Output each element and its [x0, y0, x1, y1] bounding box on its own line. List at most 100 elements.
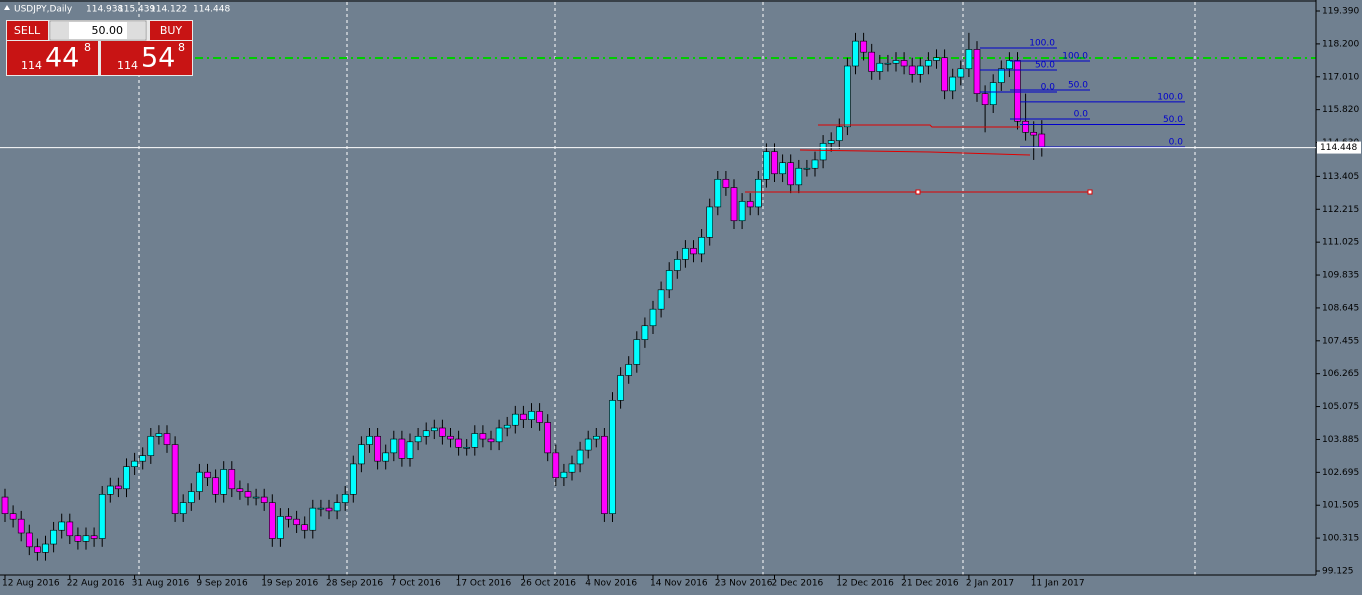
candle-body — [463, 447, 471, 449]
candle-body — [487, 438, 495, 443]
candle-body — [139, 455, 146, 462]
candle-body — [17, 518, 25, 534]
candle-body — [277, 516, 284, 539]
candle-body — [601, 435, 608, 514]
candle-body — [933, 57, 940, 61]
candle-body — [908, 65, 916, 75]
candle-body — [665, 270, 673, 291]
x-tick-label: 9 Sep 2016 — [196, 579, 248, 589]
y-tick-label: 108.645 — [1322, 303, 1359, 313]
candle-body — [358, 444, 365, 465]
candle-body — [131, 460, 138, 467]
x-tick-label: 22 Aug 2016 — [67, 579, 125, 589]
candle-body — [349, 463, 357, 495]
bid-big[interactable]: 114 — [21, 59, 42, 72]
candle-body — [754, 178, 762, 208]
fib-label: 0.0 — [1074, 110, 1089, 120]
trend-lines — [745, 124, 1093, 195]
candle-body — [520, 413, 527, 421]
candle-body — [584, 438, 592, 451]
candle-body — [252, 496, 260, 499]
candle-body — [941, 57, 948, 92]
sell-label[interactable]: SELL — [14, 24, 41, 37]
y-tick-label: 111.025 — [1322, 238, 1359, 248]
candle-body — [317, 507, 325, 510]
header-high: 115.439 — [118, 5, 155, 15]
y-tick-label: 115.820 — [1322, 105, 1359, 115]
buy-label[interactable]: BUY — [160, 24, 183, 37]
candle-body — [115, 485, 122, 490]
candle-body — [390, 438, 398, 454]
candle-body — [657, 289, 665, 310]
bid-sup[interactable]: 8 — [84, 41, 91, 54]
lots-value[interactable]: 50.00 — [92, 24, 124, 37]
candle-body — [973, 49, 981, 94]
candle-body — [503, 424, 511, 429]
y-tick-label: 105.075 — [1322, 402, 1359, 412]
lots-field[interactable] — [49, 20, 147, 41]
candle-body — [641, 325, 649, 340]
x-tick-label: 23 Nov 2016 — [715, 579, 773, 589]
candle-body — [123, 466, 130, 490]
fib-label: 100.0 — [1062, 52, 1088, 62]
candle-body — [447, 435, 454, 440]
candle-body — [398, 438, 406, 459]
candle-body — [706, 206, 714, 238]
lots-up[interactable] — [127, 22, 145, 39]
price-label-box — [1317, 141, 1361, 154]
y-tick-label: 113.405 — [1322, 172, 1359, 182]
sell-button[interactable] — [7, 21, 48, 40]
candle-body — [455, 438, 462, 448]
ask-big[interactable]: 114 — [117, 59, 138, 72]
x-tick-label: 2 Jan 2017 — [966, 579, 1014, 589]
candle-body — [90, 535, 98, 539]
buy-button[interactable] — [150, 21, 192, 40]
bid-main[interactable]: 44 — [45, 43, 79, 74]
y-tick-label: 119.390 — [1322, 7, 1359, 17]
candle-body — [528, 411, 535, 421]
candle-body — [981, 93, 989, 105]
fib-label: 0.0 — [1169, 137, 1184, 147]
candle-body — [957, 68, 965, 78]
candle-body — [552, 452, 560, 479]
candle-body — [633, 339, 641, 365]
fib-label: 100.0 — [1029, 39, 1055, 49]
x-tick-label: 11 Jan 2017 — [1031, 579, 1085, 589]
candle-body — [1006, 60, 1013, 70]
candle-body — [155, 433, 163, 437]
ask-main[interactable]: 54 — [141, 43, 175, 74]
candle-body — [107, 485, 114, 495]
candle-body — [884, 62, 892, 65]
candle-body — [803, 167, 811, 170]
candle-body — [228, 469, 236, 490]
candle-body — [852, 40, 859, 67]
plot: 100.0 50.0 0.0 100.0 50.0 0.0 100.0 50.0 0.0 — [1, 32, 1316, 561]
candle-body — [511, 413, 519, 426]
candle-body — [949, 76, 957, 92]
x-tick-label: 28 Sep 2016 — [326, 579, 383, 589]
candle-body — [34, 546, 41, 553]
bid-box[interactable] — [7, 41, 98, 75]
candle-body — [66, 521, 74, 537]
x-tick-label: 12 Aug 2016 — [2, 579, 60, 589]
y-tick-label: 107.455 — [1322, 336, 1359, 346]
x-tick-label: 19 Sep 2016 — [261, 579, 318, 589]
candle-body — [900, 60, 908, 67]
ask-box[interactable] — [101, 41, 192, 75]
candle-body — [422, 430, 430, 437]
candle-body — [738, 201, 746, 222]
x-tick-label: 4 Nov 2016 — [585, 579, 637, 589]
ask-sup[interactable]: 8 — [178, 41, 185, 54]
candle-body — [220, 469, 227, 495]
lots-down[interactable] — [51, 22, 69, 39]
x-tick-label: 21 Dec 2016 — [901, 579, 959, 589]
candle-body — [819, 143, 827, 161]
candle-body — [236, 488, 244, 492]
header-close: 114.448 — [193, 5, 230, 15]
candle-body — [568, 463, 576, 473]
candle-body — [544, 422, 552, 454]
candle-body — [795, 167, 803, 186]
candle-body — [333, 502, 341, 512]
candle-body — [260, 496, 268, 503]
candle-body — [698, 237, 705, 255]
